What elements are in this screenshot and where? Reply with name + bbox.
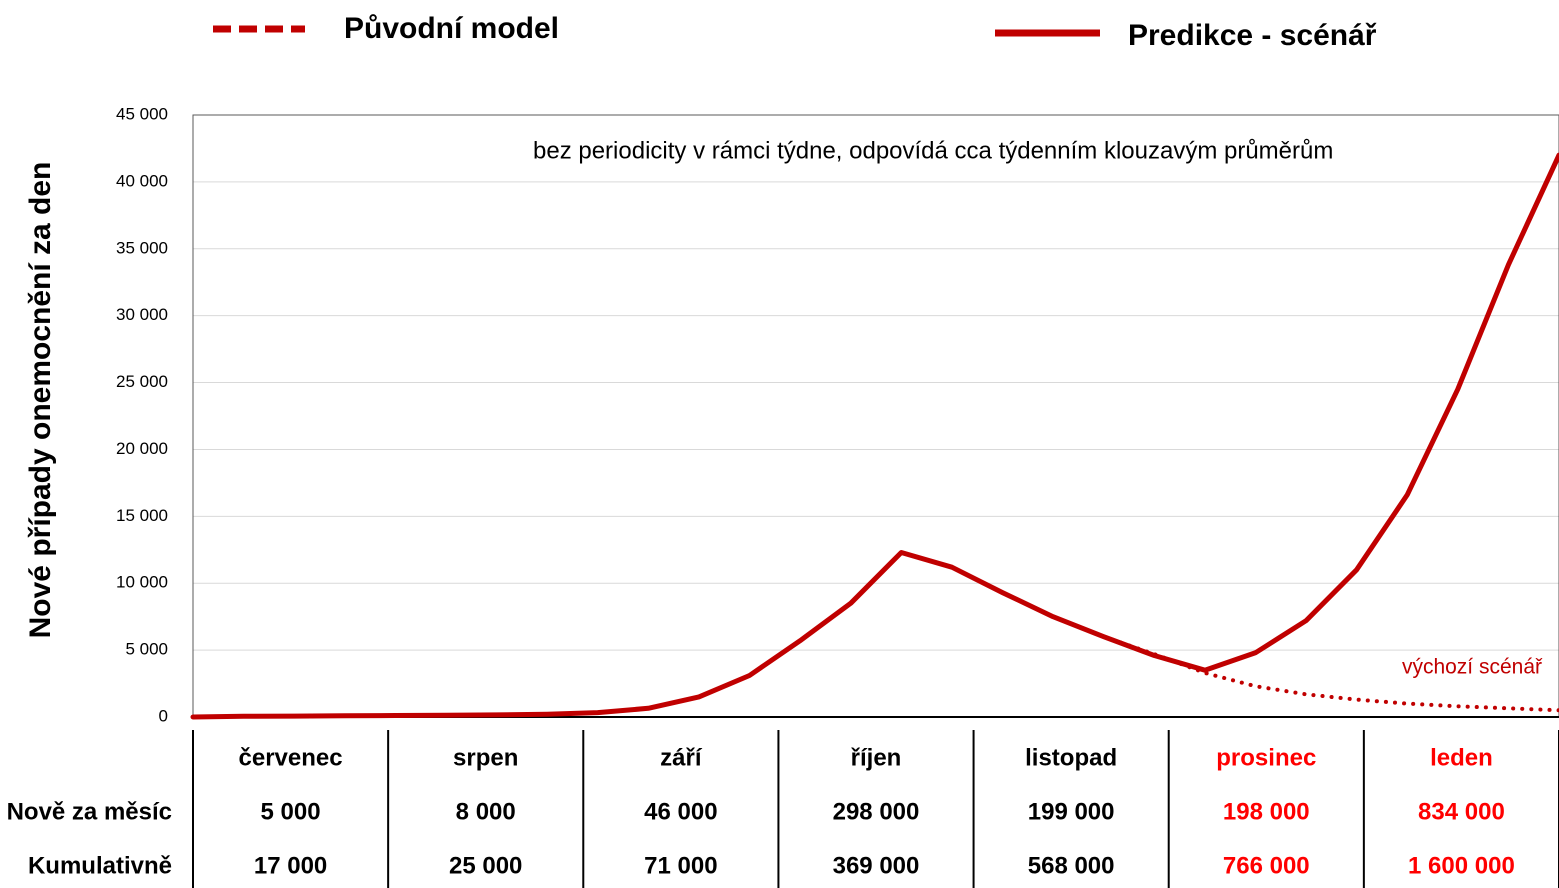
table-cell: 198 000 xyxy=(1223,798,1310,825)
table-cell: 8 000 xyxy=(456,798,516,825)
x-tick-label: leden xyxy=(1430,744,1493,771)
y-tick-label: 15 000 xyxy=(116,506,168,525)
y-tick-label: 10 000 xyxy=(116,573,168,592)
table-cell: 71 000 xyxy=(644,852,717,879)
y-tick-label: 35 000 xyxy=(116,238,168,257)
y-tick-label: 0 xyxy=(159,706,168,725)
series-line xyxy=(1101,634,1559,713)
table-cell: 5 000 xyxy=(261,798,321,825)
y-tick-label: 45 000 xyxy=(116,104,168,123)
table-cell: 199 000 xyxy=(1028,798,1115,825)
legend-label: Původní model xyxy=(344,12,559,45)
table-cell: 298 000 xyxy=(833,798,920,825)
x-tick-label: prosinec xyxy=(1216,744,1316,771)
y-tick-label: 40 000 xyxy=(116,171,168,190)
series-line xyxy=(190,152,1559,720)
series-annotation: výchozí scénář xyxy=(1402,656,1543,679)
table-cell: 834 000 xyxy=(1418,798,1505,825)
table-cell: 1 600 000 xyxy=(1408,852,1515,879)
legend-label: Predikce - scénář xyxy=(1128,19,1377,52)
x-tick-label: srpen xyxy=(453,744,518,771)
table-cell: 17 000 xyxy=(254,852,327,879)
annotation: bez periodicity v rámci týdne, odpovídá … xyxy=(533,137,1333,164)
x-tick-label: říjen xyxy=(851,744,902,771)
x-tick-label: září xyxy=(660,744,703,771)
table-row-label: Kumulativně xyxy=(28,852,172,879)
table-cell: 766 000 xyxy=(1223,852,1310,879)
y-tick-label: 20 000 xyxy=(116,439,168,458)
plot-frame xyxy=(192,114,1559,718)
table-cell: 369 000 xyxy=(833,852,920,879)
table-row-label: Nově za měsíc xyxy=(7,798,172,825)
table-cell: 568 000 xyxy=(1028,852,1115,879)
y-tick-label: 25 000 xyxy=(116,372,168,391)
y-axis-label: Nové případy onemocnění za den xyxy=(24,162,57,639)
y-tick-label: 5 000 xyxy=(125,640,168,659)
table-cell: 25 000 xyxy=(449,852,522,879)
table-cell: 46 000 xyxy=(644,798,717,825)
y-tick-label: 30 000 xyxy=(116,305,168,324)
x-tick-label: listopad xyxy=(1025,744,1117,771)
x-tick-label: červenec xyxy=(239,744,343,771)
